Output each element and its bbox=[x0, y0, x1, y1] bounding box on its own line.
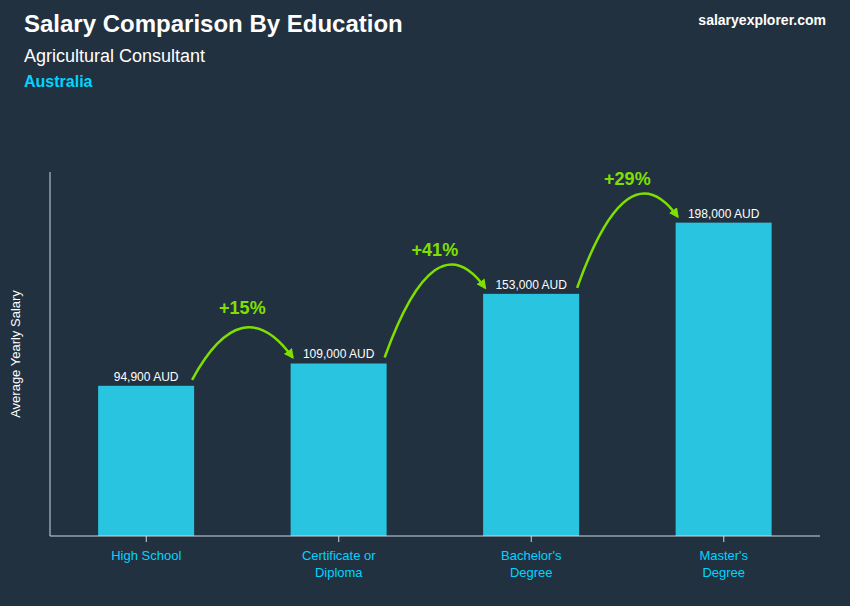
svg-text:153,000 AUD: 153,000 AUD bbox=[495, 278, 567, 292]
html-text:Salary Comparison By Education: Salary Comparison By Education bbox=[24, 10, 403, 37]
html-text:Australia: Australia bbox=[24, 73, 93, 90]
svg-text:94,900 AUD: 94,900 AUD bbox=[114, 370, 179, 384]
svg-text:Bachelor'sDegree: Bachelor'sDegree bbox=[501, 548, 562, 580]
svg-text:Average Yearly Salary: Average Yearly Salary bbox=[8, 290, 23, 418]
svg-text:+15%: +15% bbox=[219, 298, 266, 318]
svg-text:+41%: +41% bbox=[412, 240, 459, 260]
html-text:salaryexplorer.com: salaryexplorer.com bbox=[698, 12, 826, 28]
html-text:Agricultural Consultant: Agricultural Consultant bbox=[24, 46, 206, 66]
svg-text:+29%: +29% bbox=[604, 169, 651, 189]
svg-text:198,000 AUD: 198,000 AUD bbox=[688, 207, 760, 221]
svg-text:High School: High School bbox=[111, 548, 181, 563]
svg-text:Certificate orDiploma: Certificate orDiploma bbox=[302, 548, 376, 580]
svg-text:109,000 AUD: 109,000 AUD bbox=[303, 347, 375, 361]
svg-text:Master'sDegree: Master'sDegree bbox=[699, 548, 748, 580]
